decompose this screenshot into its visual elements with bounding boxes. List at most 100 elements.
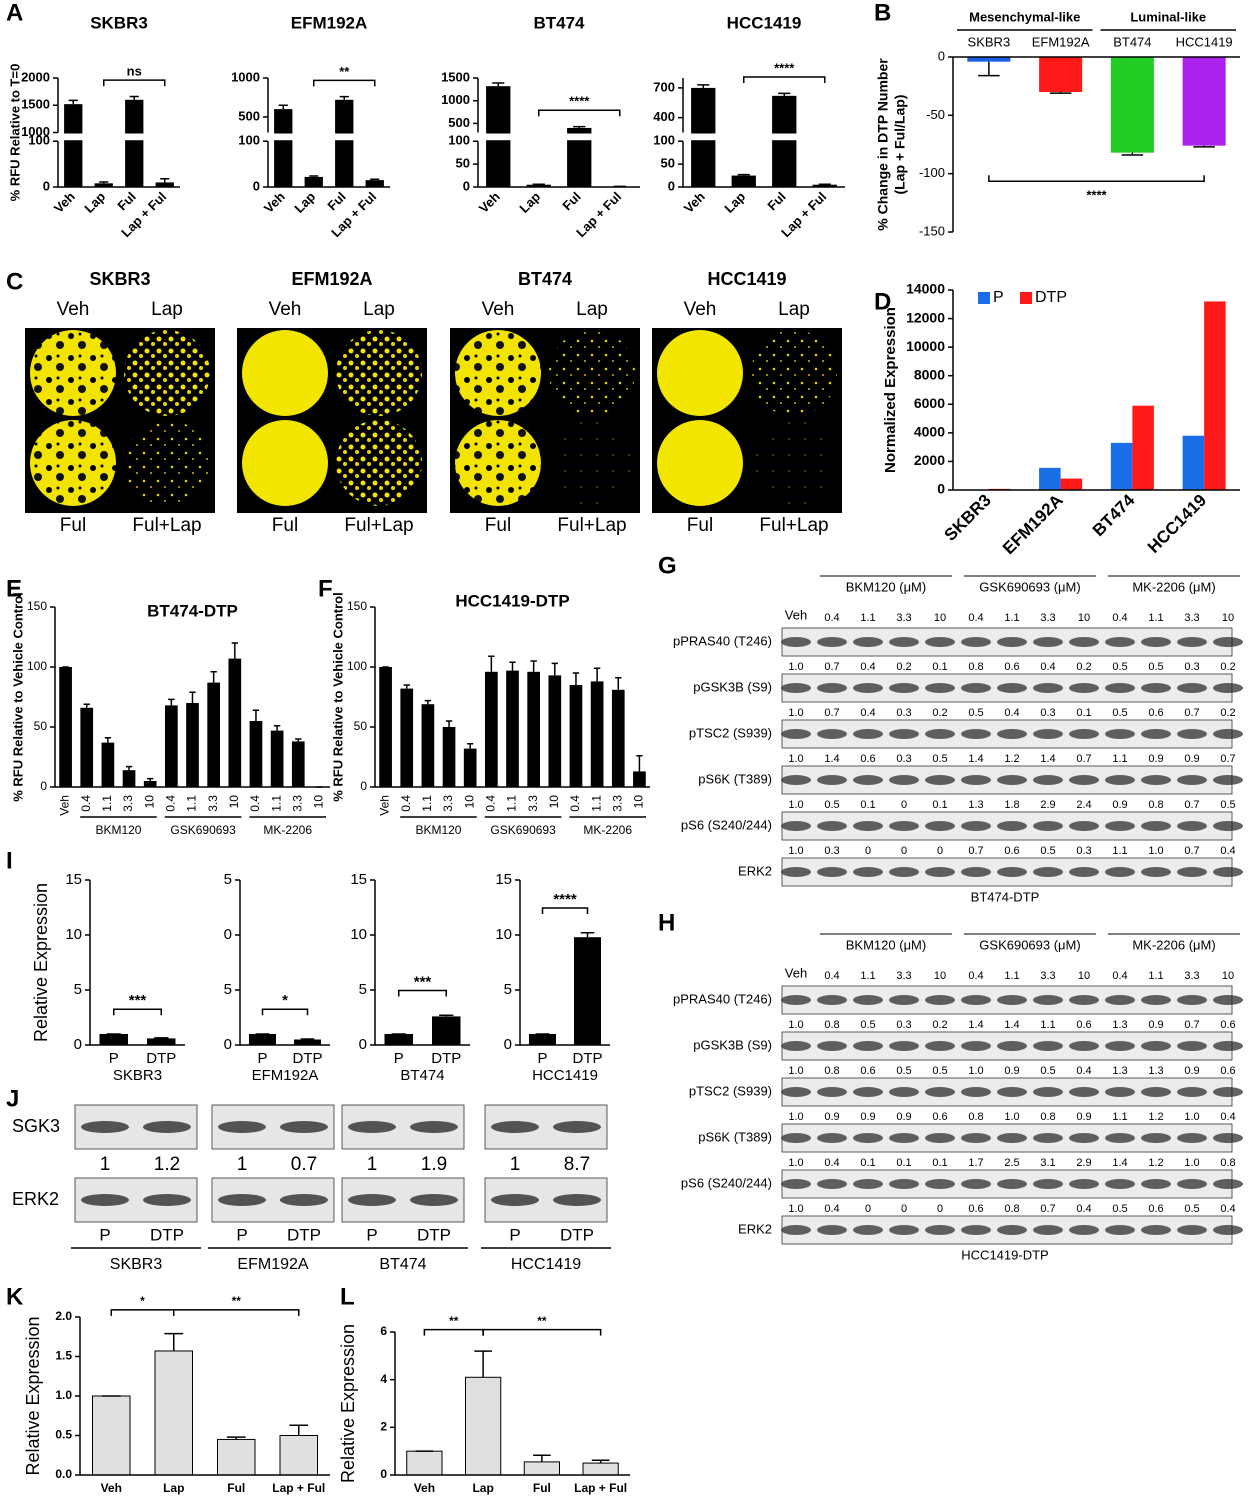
well: [455, 420, 541, 506]
blot-band: [81, 1121, 129, 1133]
quantification: 0.7: [1076, 753, 1091, 765]
image-title: SKBR3: [89, 269, 150, 289]
blot-band: [1177, 775, 1207, 785]
lane-label: 3.3: [896, 612, 911, 624]
blot-band: [817, 1041, 847, 1051]
blot-band: [961, 775, 991, 785]
blot-band: [1177, 1179, 1207, 1189]
blot-band: [1033, 1041, 1063, 1051]
y-tick-label: 0: [668, 178, 675, 193]
y-tick-label: 0: [504, 1036, 512, 1053]
quantification: 1.3: [1112, 1065, 1127, 1077]
y-tick-label: 400: [653, 109, 675, 124]
quantification: 1.0: [788, 707, 803, 719]
blot-band: [348, 1121, 396, 1133]
y-tick-label: 1500: [21, 97, 50, 112]
well-label: Ful: [485, 515, 511, 536]
error-bar: [300, 1038, 315, 1040]
error-bar: [226, 1436, 246, 1440]
blot-band: [1213, 1133, 1243, 1143]
blot-band: [817, 1133, 847, 1143]
blot-band: [853, 1225, 883, 1235]
bar: [207, 682, 220, 787]
block-label: SKBR3: [110, 1256, 163, 1273]
x-tick-label: 10: [632, 795, 646, 809]
y-tick-label: 15: [495, 871, 512, 888]
bar: [147, 1038, 176, 1045]
quantification: 0: [901, 1203, 907, 1215]
x-tick-label: Veh: [414, 1481, 435, 1495]
error-bar: [593, 667, 601, 682]
quantification: 0.5: [1148, 661, 1163, 673]
blot-band: [1033, 637, 1063, 647]
blot-band: [853, 821, 883, 831]
lane-label: P: [366, 1225, 377, 1244]
blot-band: [1141, 1225, 1171, 1235]
chart-title: EFM192A: [291, 13, 368, 32]
quantification: 0.4: [1220, 1203, 1235, 1215]
row-label: ERK2: [738, 863, 772, 878]
bar: [274, 109, 293, 187]
error-bar: [530, 660, 537, 672]
quantification: 1.1: [1112, 1111, 1127, 1123]
quantification: 0.9: [860, 1111, 875, 1123]
significance-label: **: [449, 1314, 459, 1328]
axis-break: [466, 133, 642, 141]
quantification: 0.5: [1184, 1203, 1199, 1215]
x-tick-label: Veh: [51, 189, 78, 216]
y-tick-label: 0: [40, 779, 47, 793]
x-axis-label: EFM192A: [252, 1067, 319, 1084]
y-tick-label: 2000: [914, 452, 945, 468]
significance-label: ****: [1086, 188, 1107, 203]
quantification: 0.4: [1220, 845, 1235, 857]
quantification: 0.8: [1040, 1111, 1055, 1123]
well: [751, 420, 837, 506]
group-label: Luminal-like: [1130, 9, 1206, 24]
quantification: 0.9: [1004, 1065, 1019, 1077]
blot-band: [853, 637, 883, 647]
y-tick-label: 0: [360, 779, 367, 793]
quantification: 0.5: [932, 753, 947, 765]
well: [657, 420, 743, 506]
bar: [421, 704, 435, 787]
lane-label: 0.4: [1112, 612, 1127, 624]
significance-label: ***: [414, 974, 432, 991]
y-tick-label: 0: [380, 1467, 387, 1481]
y-tick-label: 15: [65, 871, 82, 888]
well-label: Ful+Lap: [557, 515, 626, 536]
blot-band: [925, 1225, 955, 1235]
panel-label: J: [6, 1085, 19, 1112]
blot-band: [1069, 867, 1099, 877]
bar: [569, 685, 583, 787]
error-bar: [147, 777, 154, 781]
x-tick-label: Lap + Ful: [272, 1481, 325, 1495]
bar: [772, 95, 797, 187]
quantification: 0: [865, 845, 871, 857]
error-bar: [492, 82, 505, 87]
blot-band: [348, 1194, 396, 1206]
blot-band: [817, 1179, 847, 1189]
y-tick-label: 5: [224, 981, 232, 998]
blot-band: [1177, 1087, 1207, 1097]
quantification: 0.3: [1076, 845, 1091, 857]
image-title: HCC1419: [707, 269, 786, 289]
quantification: 0.3: [824, 845, 839, 857]
lane-label: 0.4: [968, 612, 983, 624]
blot-band: [961, 821, 991, 831]
x-tick-label: SKBR3: [968, 34, 1011, 49]
y-axis-label: % RFU Relative to T=0: [7, 64, 22, 202]
blot-band: [781, 821, 811, 831]
quantification: 1.0: [788, 799, 803, 811]
x-tick-label: BT474: [1089, 490, 1139, 540]
lane-label: 10: [1222, 612, 1234, 624]
blot-band: [1177, 683, 1207, 693]
y-tick-label: 50: [456, 156, 470, 171]
y-tick-label: 5: [504, 981, 512, 998]
error-bar: [403, 684, 410, 689]
quantification: 0.5: [1112, 661, 1127, 673]
blot-band: [961, 1179, 991, 1189]
quantification: 0.2: [1220, 707, 1235, 719]
quantification: 0.6: [932, 1111, 947, 1123]
quantification: 0.2: [1220, 661, 1235, 673]
